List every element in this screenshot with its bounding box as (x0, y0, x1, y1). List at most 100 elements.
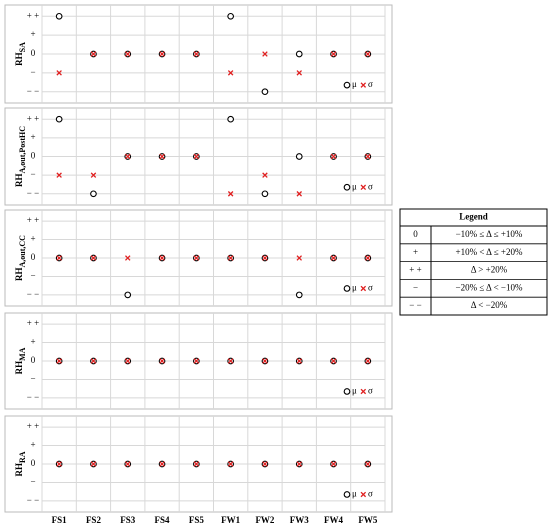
sigma-stroke (365, 153, 371, 160)
y-tick-label: + + (27, 215, 39, 225)
legend-stroke (360, 82, 367, 88)
sigma-point (296, 358, 303, 364)
y-tick-label: 0 (31, 458, 36, 468)
y-tick-label: − (30, 271, 35, 281)
y-tick-label: + + (27, 421, 39, 431)
sigma-stroke (365, 358, 371, 364)
legend-label: μ (352, 181, 357, 191)
sigma-point (90, 358, 97, 364)
y-tick-label: + + (27, 113, 39, 123)
sigma-point (56, 70, 62, 76)
x-tick-label: FS4 (155, 515, 171, 525)
sigma-point (159, 461, 165, 467)
y-tick-label: + (30, 337, 35, 347)
sigma-point (159, 153, 165, 160)
x-tick-label: FW1 (221, 515, 240, 525)
sigma-point (262, 358, 268, 364)
sigma-stroke (227, 358, 234, 364)
sigma-stroke (193, 461, 200, 467)
y-tick-label: − − (27, 289, 39, 299)
legend-label: σ (368, 489, 373, 499)
y-tick-label: 0 (31, 48, 36, 58)
legend-stroke (360, 491, 367, 498)
legend-label: σ (368, 283, 373, 293)
sigma-stroke (365, 51, 371, 57)
sigma-stroke (159, 153, 165, 160)
y-label-sub: RA (18, 451, 27, 463)
sigma-stroke (296, 461, 303, 467)
legend-mu-marker (343, 81, 351, 89)
y-label-sub: A,out,CC (18, 235, 27, 268)
sigma-point (296, 255, 303, 261)
legend-symbol: + (413, 247, 418, 257)
sigma-point (296, 191, 303, 197)
sigma-stroke (330, 358, 337, 364)
panel-frame (4, 312, 393, 410)
sigma-stroke (365, 255, 371, 261)
sigma-stroke (262, 255, 268, 261)
legend-label: μ (352, 489, 357, 499)
legend-label: μ (352, 79, 357, 89)
sigma-stroke (56, 358, 62, 364)
y-axis-label: RHMA (14, 347, 27, 374)
y-label-sub: A,out,PostHC (18, 126, 27, 174)
sigma-stroke (365, 461, 371, 467)
y-tick-label: 0 (31, 355, 36, 365)
y-tick-label: + (30, 132, 35, 142)
sigma-stroke (159, 358, 165, 364)
panel-frame (4, 209, 393, 307)
x-tick-label: FW5 (358, 515, 377, 525)
x-tick-label: FW4 (324, 515, 343, 525)
y-axis-label: RHRA (14, 451, 27, 476)
y-tick-label: + (30, 29, 35, 39)
x-tick-label: FS1 (52, 515, 68, 525)
sigma-point (193, 358, 200, 364)
sigma-stroke (330, 255, 337, 261)
sigma-stroke (90, 172, 97, 178)
sigma-point (330, 461, 337, 467)
sigma-point (56, 172, 62, 178)
sigma-point (124, 51, 131, 57)
mu-point (90, 190, 97, 198)
mu-point (295, 153, 303, 160)
sigma-point (90, 51, 97, 57)
y-tick-label: − (30, 67, 35, 77)
sigma-stroke (193, 255, 200, 261)
legend-label: μ (352, 386, 357, 396)
sigma-point (227, 255, 234, 261)
sigma-point (90, 172, 97, 178)
legend-sigma-marker (360, 82, 367, 88)
legend-label: σ (368, 386, 373, 396)
sigma-point (193, 461, 200, 467)
panel-frame (4, 415, 393, 513)
sigma-stroke (124, 153, 131, 160)
sigma-stroke (56, 172, 62, 178)
sigma-point (56, 461, 62, 467)
sigma-stroke (124, 255, 131, 261)
sigma-point (330, 255, 337, 261)
y-tick-label: − − (27, 86, 39, 96)
sigma-point (296, 461, 303, 467)
sigma-stroke (227, 461, 234, 467)
y-tick-label: − − (27, 392, 39, 402)
legend-label: σ (368, 79, 373, 89)
sigma-point (330, 358, 337, 364)
y-tick-label: − − (27, 188, 39, 198)
legend-sigma-marker (360, 388, 367, 395)
legend-mu-marker (343, 285, 351, 292)
legend-sigma-marker (360, 491, 367, 498)
y-tick-label: 0 (31, 151, 36, 161)
legend-symbol: + + (409, 265, 421, 275)
sigma-point (159, 358, 165, 364)
sigma-point (365, 51, 371, 57)
sigma-point (90, 461, 97, 467)
x-tick-label: FS2 (86, 515, 102, 525)
panel-frame (4, 4, 393, 104)
sigma-stroke (159, 255, 165, 261)
sigma-stroke (227, 255, 234, 261)
legend-label: μ (352, 283, 357, 293)
y-label-main: RH (14, 463, 24, 477)
sigma-point (262, 172, 268, 178)
sigma-stroke (296, 191, 303, 197)
